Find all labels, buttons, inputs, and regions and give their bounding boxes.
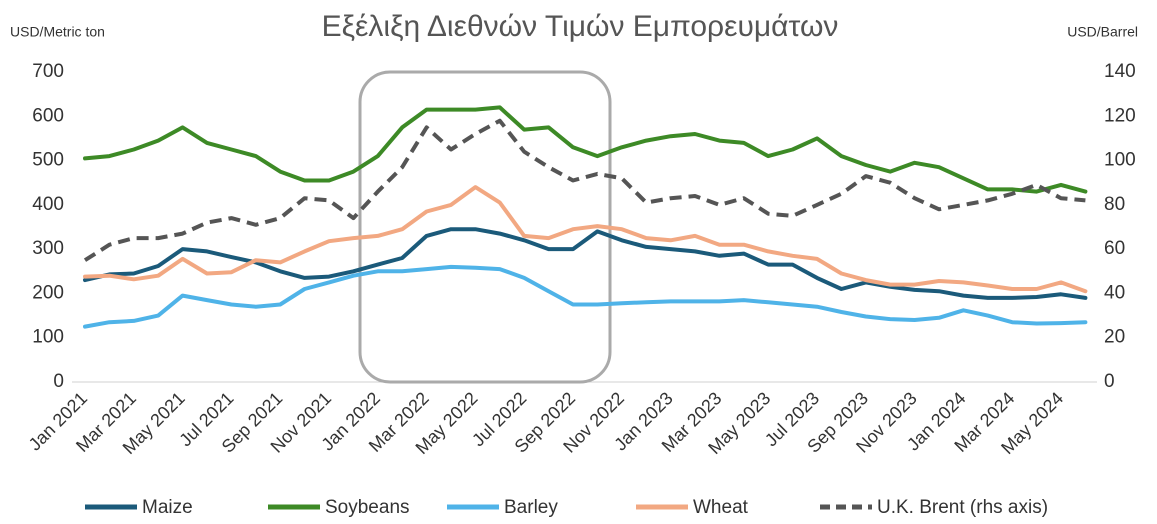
legend-label: Wheat [693,497,749,518]
y-tick-label: 200 [32,282,64,303]
y-tick-label: 100 [32,327,64,348]
y2-tick-label: 80 [1104,194,1125,215]
y2-axis-label: USD/Barrel [1067,24,1138,40]
series-line [83,264,1088,329]
y2-tick-label: 20 [1104,327,1125,348]
y2-tick-label: 120 [1104,105,1136,126]
legend-label: Barley [504,497,558,518]
legend-label: U.K. Brent (rhs axis) [877,497,1048,518]
legend-label: Maize [142,497,193,518]
y2-tick-label: 140 [1104,61,1136,82]
y-tick-label: 0 [53,371,64,392]
y-tick-label: 600 [32,105,64,126]
y2-tick-label: 40 [1104,282,1125,303]
series-line [83,118,1086,262]
y-tick-label: 300 [32,238,64,259]
legend-label: Soybeans [325,497,410,518]
y2-tick-label: 60 [1104,238,1125,259]
chart-title: Εξέλιξη Διεθνών Τιμών Εμπορευμάτων [322,10,839,43]
y2-tick-label: 0 [1104,371,1115,392]
y-tick-label: 700 [32,61,64,82]
series-line [83,185,1088,294]
y-axis-label: USD/Metric ton [10,24,105,40]
y-tick-label: 400 [32,194,64,215]
y2-tick-label: 100 [1104,150,1136,171]
y-tick-label: 500 [32,150,64,171]
series-line [83,105,1088,194]
